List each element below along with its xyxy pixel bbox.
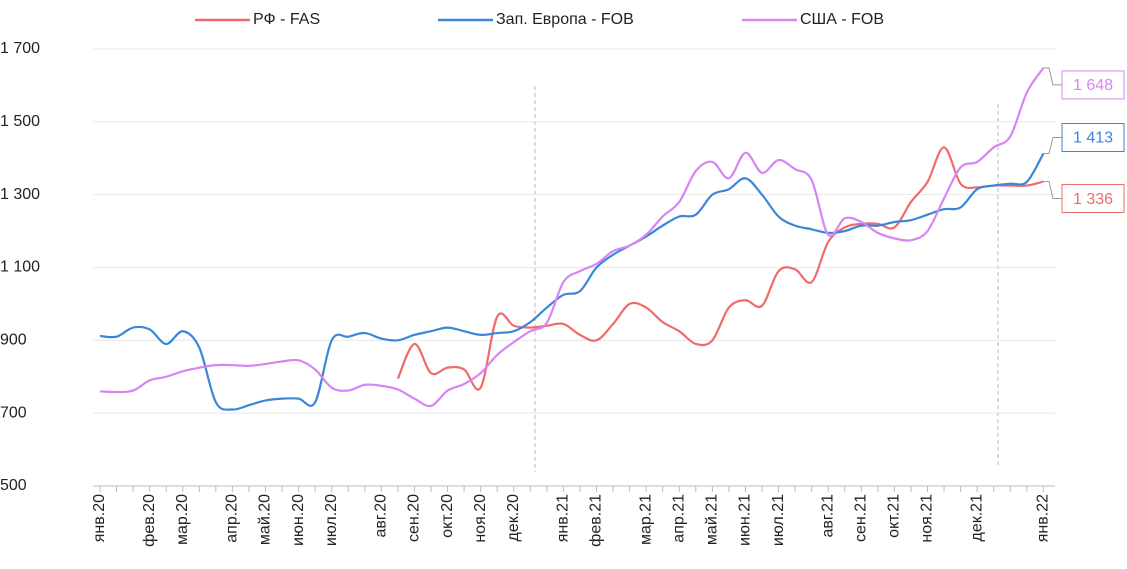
x-tick-label: ноя.20 xyxy=(472,494,489,543)
x-tick-label: сен.20 xyxy=(406,494,423,542)
x-tick-label: май.20 xyxy=(257,494,274,545)
x-tick-label: фев.20 xyxy=(141,494,158,547)
value-label-box xyxy=(1061,70,1125,100)
legend-label: США - FOB xyxy=(800,11,884,28)
y-tick-label: 1 300 xyxy=(0,186,40,203)
x-tick-label: дек.20 xyxy=(505,494,522,542)
x-tick-label: май.21 xyxy=(704,494,721,545)
y-tick-label: 900 xyxy=(0,332,27,349)
x-tick-label: июн.21 xyxy=(737,494,754,546)
x-tick-label: авг.21 xyxy=(819,494,836,538)
value-label: 1 413 xyxy=(1073,130,1113,147)
leader-line xyxy=(1043,181,1062,200)
y-tick-label: 1 700 xyxy=(0,40,40,57)
x-tick-label: сен.21 xyxy=(853,494,870,542)
x-tick-label: фев.21 xyxy=(588,494,605,547)
y-tick-label: 1 100 xyxy=(0,259,40,276)
value-label: 1 336 xyxy=(1073,191,1113,208)
x-tick-label: апр.21 xyxy=(670,494,687,543)
x-tick-label: янв.20 xyxy=(91,494,108,542)
x-tick-label: июн.20 xyxy=(290,494,307,546)
x-tick-label: окт.21 xyxy=(886,494,903,538)
x-tick-label: дек.21 xyxy=(968,494,985,542)
x-tick-label: окт.20 xyxy=(439,494,456,538)
y-tick-label: 500 xyxy=(0,477,27,494)
y-tick-label: 700 xyxy=(0,404,27,421)
series-line xyxy=(99,67,1045,408)
x-tick-label: апр.20 xyxy=(224,494,241,543)
leader-line xyxy=(1043,67,1062,86)
value-label-box xyxy=(1061,123,1125,153)
series-line xyxy=(396,146,1044,391)
x-tick-label: июл.21 xyxy=(770,494,787,546)
x-tick-label: авг.20 xyxy=(373,494,390,538)
x-tick-label: янв.22 xyxy=(1035,494,1052,542)
leader-line xyxy=(1043,137,1062,155)
series-line xyxy=(99,152,1045,411)
legend-label: Зап. Европа - FOB xyxy=(496,11,634,28)
legend-label: РФ - FAS xyxy=(253,11,320,28)
x-tick-label: ноя.21 xyxy=(919,494,936,543)
value-label-box xyxy=(1061,184,1125,214)
x-tick-label: янв.21 xyxy=(555,494,572,542)
value-label: 1 648 xyxy=(1073,77,1113,94)
y-tick-label: 1 500 xyxy=(0,113,40,130)
x-tick-label: мар.20 xyxy=(174,494,191,545)
x-tick-label: мар.21 xyxy=(637,494,654,545)
x-tick-label: июл.20 xyxy=(323,494,340,546)
